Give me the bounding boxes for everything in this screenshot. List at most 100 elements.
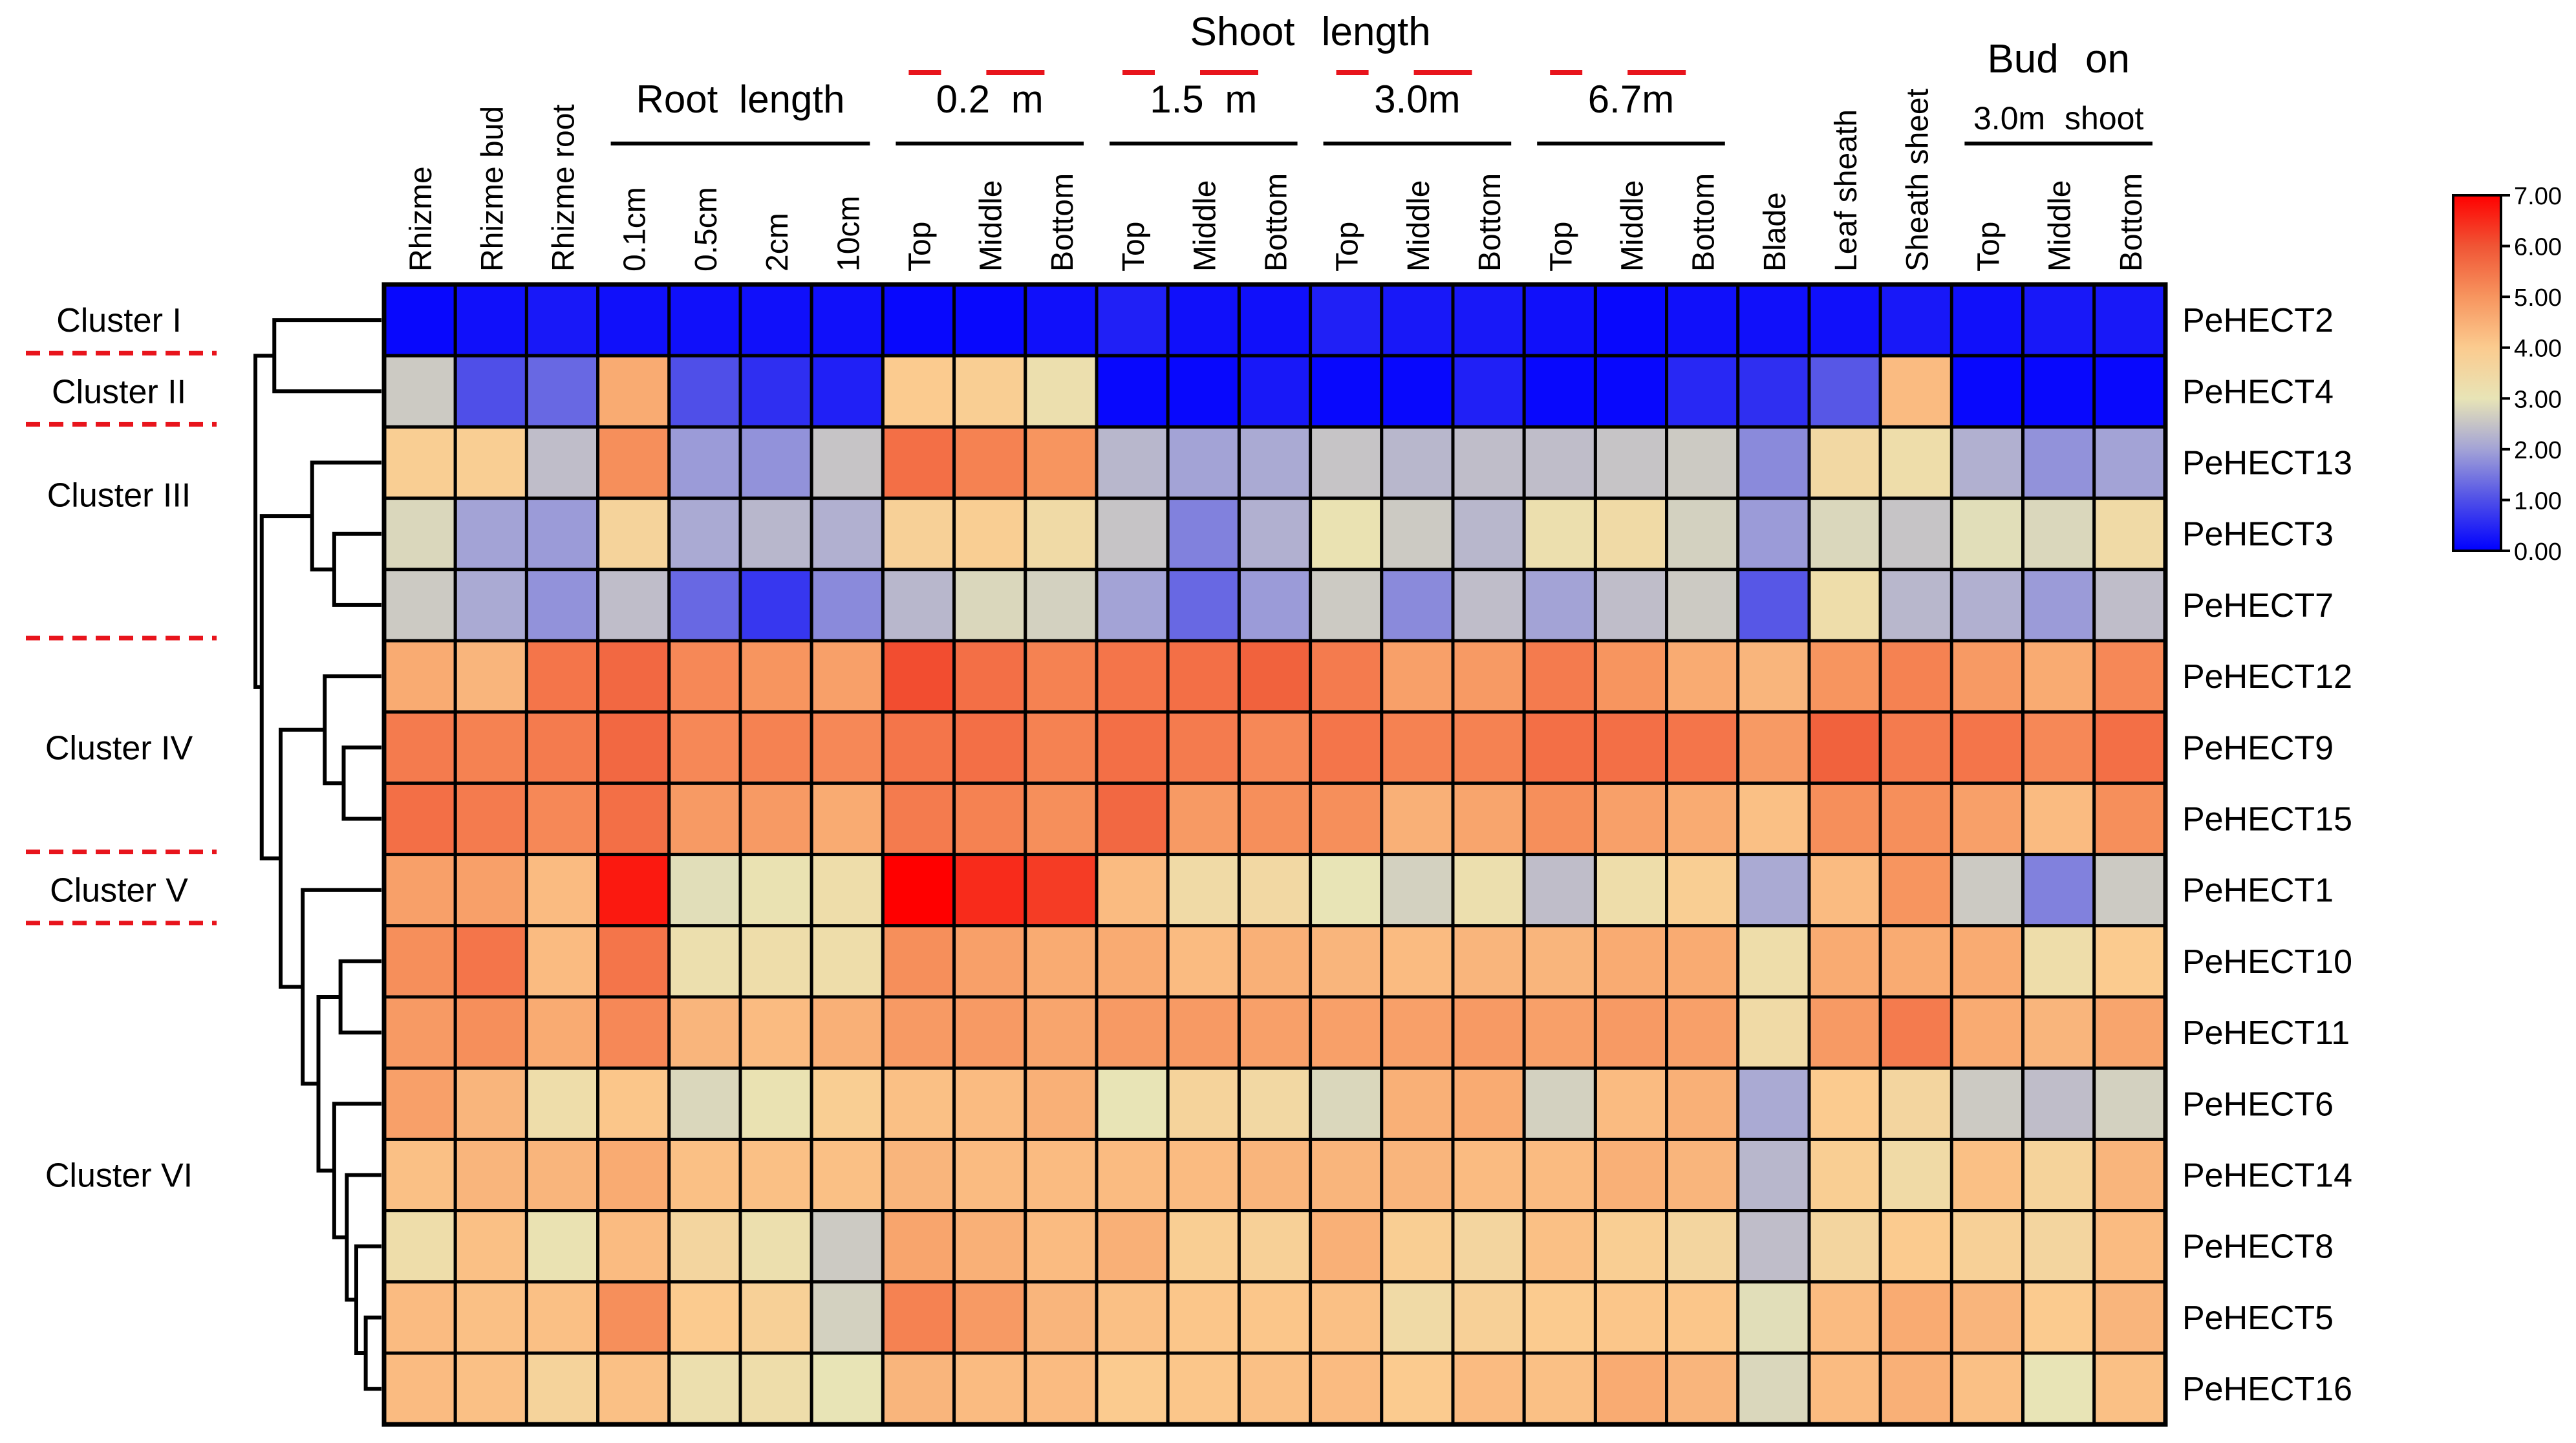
heatmap-cell: [667, 995, 742, 1070]
cluster-label: Cluster II: [52, 373, 186, 411]
row-dendrogram: [253, 318, 381, 1391]
heatmap-cell: [1095, 639, 1170, 714]
heatmap-cell: [1878, 710, 1953, 785]
heatmap-cell: [881, 995, 956, 1070]
heatmap-cell: [1237, 283, 1313, 358]
column-label: Top: [1972, 222, 2006, 272]
heatmap-cell: [1807, 781, 1882, 857]
heatmap-cell: [1237, 354, 1313, 429]
heatmap-cell: [1522, 710, 1597, 785]
heatmap-cell: [453, 1209, 528, 1284]
column-label: Rhizme root: [547, 104, 581, 272]
color-scale-legend: 7.00 6.00 5.00 4.00 3.00 2.00 1.00 0.00: [2452, 183, 2562, 566]
heatmap-cell: [596, 568, 671, 643]
heatmap-cell: [1522, 639, 1597, 714]
heatmap-cell: [810, 710, 885, 785]
heatmap-cell: [667, 568, 742, 643]
legend-tick-label: 6.00: [2514, 234, 2562, 261]
heatmap-cell: [596, 995, 671, 1070]
heatmap-cell: [881, 497, 956, 572]
heatmap-cell: [1024, 710, 1099, 785]
heatmap-cell: [1949, 995, 2025, 1070]
heatmap-cell: [1665, 639, 1740, 714]
column-label: Top: [1117, 222, 1151, 272]
heatmap-cell: [1380, 568, 1455, 643]
heatmap-cell: [1593, 354, 1669, 429]
column-group-label: Root length: [636, 78, 845, 121]
heatmap-cell: [453, 1137, 528, 1213]
heatmap-cell: [1522, 354, 1597, 429]
heatmap-cell: [596, 639, 671, 714]
heatmap-cell: [1807, 1351, 1882, 1426]
heatmap-cell: [1166, 568, 1241, 643]
heatmap-cell: [1166, 924, 1241, 999]
legend-tick-label: 0.00: [2514, 539, 2562, 566]
heatmap-cell: [1807, 995, 1882, 1070]
heatmap-cell: [1736, 1280, 1811, 1355]
heatmap-cell: [1878, 568, 1953, 643]
row-label: PeHECT5: [2182, 1299, 2334, 1337]
heatmap-cell: [1949, 781, 2025, 857]
heatmap-cell: [1878, 425, 1953, 500]
heatmap-cells: [381, 282, 2168, 1427]
heatmap-cell: [952, 1209, 1027, 1284]
heatmap-cell: [1451, 639, 1526, 714]
heatmap-cell: [738, 425, 813, 500]
heatmap-cell: [382, 781, 457, 857]
heatmap-cell: [1024, 1066, 1099, 1141]
row-label: PeHECT3: [2182, 516, 2334, 553]
heatmap-cell: [382, 354, 457, 429]
heatmap-cell: [810, 1209, 885, 1284]
heatmap-border: [381, 282, 2168, 1427]
heatmap-cell: [2092, 1351, 2167, 1426]
heatmap-cell: [952, 1066, 1027, 1141]
heatmap-cell: [1095, 425, 1170, 500]
heatmap-cell: [1024, 1280, 1099, 1355]
heatmap-cell: [2092, 1209, 2167, 1284]
heatmap-cell: [881, 853, 956, 928]
heatmap-cell: [1451, 924, 1526, 999]
heatmap-cell: [453, 710, 528, 785]
heatmap-cell: [1166, 1280, 1241, 1355]
heatmap-cell: [881, 781, 956, 857]
heatmap-cell: [1807, 924, 1882, 999]
heatmap-cell: [1095, 995, 1170, 1070]
dendrogram-branch: [323, 674, 381, 786]
heatmap-cell: [1736, 425, 1811, 500]
heatmap-cell: [1878, 354, 1953, 429]
heatmap-cell: [453, 924, 528, 999]
column-label: 2cm: [760, 213, 795, 272]
column-supergroup-label: Bud on: [1987, 37, 2130, 81]
dendrogram-branch: [272, 318, 381, 394]
heatmap-cell: [667, 710, 742, 785]
heatmap-cell: [952, 924, 1027, 999]
heatmap-cell: [596, 1209, 671, 1284]
heatmap-cell: [810, 425, 885, 500]
heatmap-cell: [1878, 853, 1953, 928]
heatmap-cell: [382, 1066, 457, 1141]
heatmap-cell: [1665, 1066, 1740, 1141]
row-label: PeHECT9: [2182, 729, 2334, 767]
heatmap-cell: [453, 1280, 528, 1355]
heatmap-cell: [524, 924, 600, 999]
heatmap-cell: [881, 1066, 956, 1141]
heatmap-cell: [1095, 283, 1170, 358]
heatmap-cell: [667, 1209, 742, 1284]
heatmap-cell: [738, 354, 813, 429]
heatmap-cell: [2092, 425, 2167, 500]
heatmap-cell: [453, 497, 528, 572]
heatmap-cell: [1166, 1351, 1241, 1426]
heatmap-cell: [2092, 1066, 2167, 1141]
heatmap-cell: [1593, 497, 1669, 572]
heatmap-cell: [1522, 568, 1597, 643]
heatmap-cell: [1024, 639, 1099, 714]
heatmap-cell: [1807, 425, 1882, 500]
heatmap-cell: [952, 425, 1027, 500]
heatmap-cell: [382, 1209, 457, 1284]
heatmap-cell: [667, 425, 742, 500]
heatmap-cell: [1522, 995, 1597, 1070]
heatmap-cell: [738, 1351, 813, 1426]
heatmap-cell: [524, 639, 600, 714]
heatmap-cell: [453, 1351, 528, 1426]
heatmap-cell: [453, 639, 528, 714]
